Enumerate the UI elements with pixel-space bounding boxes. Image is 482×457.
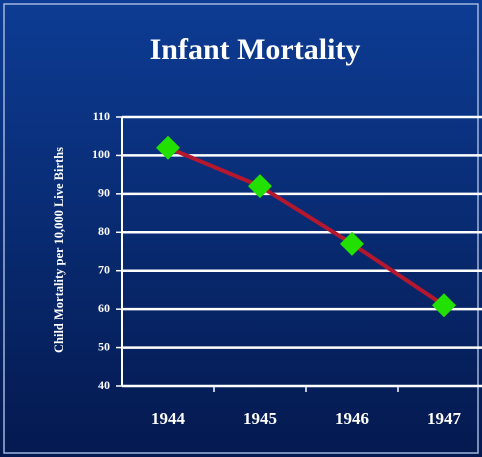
marker [340, 231, 364, 256]
y-axis-label: Child Mortality per 10,000 Live Births [52, 147, 66, 353]
marker [248, 174, 272, 199]
frame [3, 3, 479, 454]
y-tick-label: 60 [98, 301, 110, 315]
y-tick-label: 80 [98, 224, 110, 238]
marker [156, 135, 180, 160]
x-tick-label: 1944 [151, 409, 186, 428]
x-tick-label: 1945 [243, 409, 277, 428]
y-tick-label: 70 [98, 262, 110, 276]
line [167, 145, 446, 307]
x-tick-label: 1946 [335, 409, 369, 428]
y-tick-label: 40 [98, 378, 110, 392]
marker [432, 293, 456, 318]
chart-title: Infant Mortality [150, 33, 361, 66]
y-tick-label: 110 [93, 109, 110, 123]
y-tick-label: 90 [98, 186, 110, 200]
y-tick-label: 100 [92, 147, 110, 161]
x-tick-label: 1947 [427, 409, 462, 428]
y-tick-label: 50 [98, 339, 110, 353]
